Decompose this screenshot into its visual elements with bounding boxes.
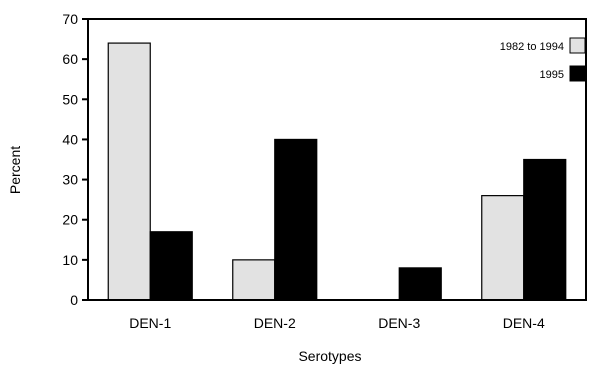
- y-tick-label: 70: [62, 11, 78, 27]
- bar-den-1-series-2: [149, 231, 193, 301]
- x-tick-label: DEN-3: [378, 315, 420, 331]
- bar-den-2-series-2: [274, 138, 318, 301]
- bar-den-2-series-1: [232, 259, 276, 301]
- y-tick-label: 40: [62, 131, 78, 147]
- bar-den-4-series-1: [481, 195, 525, 301]
- x-tick-label: DEN-2: [254, 315, 296, 331]
- legend-label-series-1: 1982 to 1994: [500, 41, 564, 53]
- bar-den-1-series-1: [107, 42, 151, 301]
- y-tick-label: 50: [62, 91, 78, 107]
- plot-area-frame: [87, 18, 587, 301]
- y-tick-label: 60: [62, 51, 78, 67]
- bar-den-3-series-2: [398, 267, 442, 301]
- legend-swatch-series-1: [569, 37, 586, 54]
- x-axis-tick-labels: DEN-1 DEN-2 DEN-3 DEN-4: [129, 315, 545, 331]
- y-tick-label: 20: [62, 212, 78, 228]
- x-tick-label: DEN-1: [129, 315, 171, 331]
- legend-swatch-series-2: [569, 65, 586, 82]
- x-axis-title: Serotypes: [298, 348, 361, 364]
- x-tick-label: DEN-4: [503, 315, 545, 331]
- legend: 1982 to 1994 1995: [500, 37, 586, 82]
- y-tick-label: 0: [70, 292, 78, 308]
- y-axis-ticks: 0 10 20 30 40 50 60 70: [62, 11, 88, 308]
- y-tick-label: 30: [62, 172, 78, 188]
- y-tick-label: 10: [62, 252, 78, 268]
- bar-den-4-series-2: [523, 158, 567, 301]
- bars: [107, 42, 567, 301]
- legend-label-series-2: 1995: [540, 69, 564, 81]
- y-axis-title: Percent: [7, 146, 23, 194]
